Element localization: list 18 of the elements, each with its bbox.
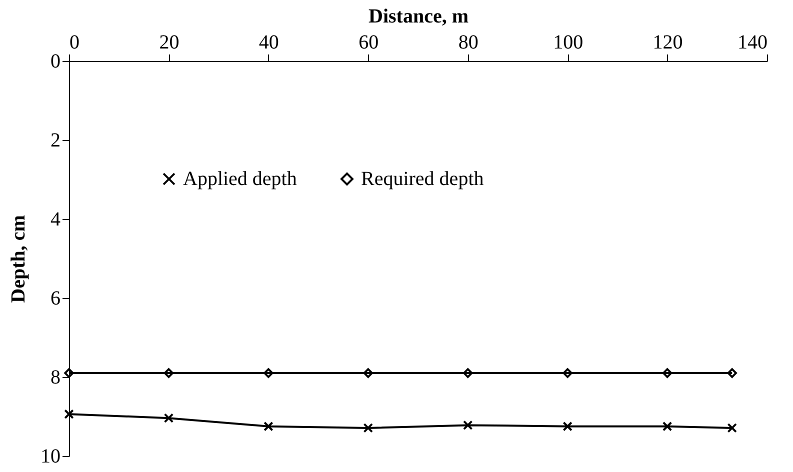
- x-tick-label: 0: [70, 32, 80, 54]
- legend-label: Applied depth: [183, 168, 297, 190]
- x-tick-label: 140: [738, 32, 768, 54]
- x-tick-label: 20: [159, 32, 180, 54]
- x-tick-label: 120: [652, 32, 683, 54]
- y-tick-label: 4: [50, 208, 60, 230]
- x-tick-label: 100: [553, 32, 584, 54]
- x-tick-label: 40: [258, 32, 279, 54]
- y-tick-label: 8: [50, 366, 60, 388]
- y-tick-label: 2: [50, 130, 60, 152]
- x-tick-label: 60: [358, 32, 379, 54]
- legend-label: Required depth: [361, 168, 484, 190]
- y-tick-label: 6: [50, 288, 60, 310]
- x-tick-label: 80: [458, 32, 478, 54]
- x-axis-title: Distance, m: [368, 6, 469, 28]
- y-tick-label: 10: [40, 446, 60, 468]
- y-axis-title: Depth, cm: [8, 214, 30, 303]
- y-tick-label: 0: [50, 50, 60, 72]
